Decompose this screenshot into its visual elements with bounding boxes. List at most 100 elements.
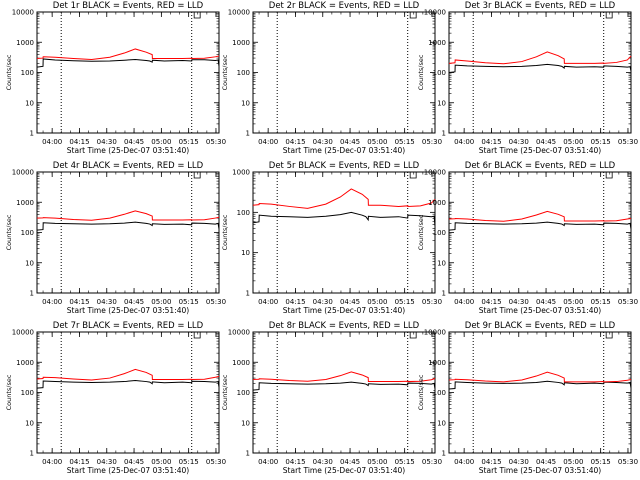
chart-panel-4: Det 4r BLACK = Events, RED = LLD Counts/s… — [5, 161, 226, 315]
y-tick-label: 10 — [25, 99, 34, 107]
x-tick-label: 04:15 — [481, 458, 501, 466]
y-tick-label: 10000 — [12, 169, 34, 177]
x-tick-label: 04:00 — [454, 138, 474, 146]
events-series-line — [448, 63, 632, 73]
x-tick-label: 05:30 — [422, 458, 442, 466]
x-tick-label: 04:30 — [97, 458, 117, 466]
y-tick-label: 100 — [21, 389, 34, 397]
x-tick-label: 05:30 — [422, 138, 442, 146]
x-axis-label: Start Time (25-Dec-07 03:51:40) — [67, 146, 189, 155]
x-tick-label: 04:45 — [536, 138, 556, 146]
x-tick-label: 04:00 — [42, 138, 62, 146]
y-tick-label: 1 — [442, 130, 446, 138]
events-series-line — [252, 211, 436, 227]
y-axis-label: Counts/sec — [221, 214, 229, 250]
lld-series-line — [252, 188, 436, 209]
x-tick-label: 04:45 — [536, 298, 556, 306]
y-tick-label: 1 — [442, 290, 446, 298]
y-tick-label: 1000 — [16, 199, 34, 207]
y-tick-label: 1 — [246, 450, 250, 458]
chart-panel-3: Det 3r BLACK = Events, RED = LLD Counts/s… — [417, 1, 638, 155]
y-tick-label: 10000 — [424, 9, 446, 17]
x-tick-label: 04:30 — [97, 138, 117, 146]
y-tick-label: 100 — [433, 69, 446, 77]
x-tick-label: 04:00 — [42, 458, 62, 466]
x-tick-label: 05:30 — [618, 458, 638, 466]
x-tick-label: 04:45 — [340, 298, 360, 306]
x-tick-label: 04:15 — [69, 458, 89, 466]
lld-series-line — [36, 210, 220, 221]
x-tick-label: 04:00 — [258, 458, 278, 466]
chart-title: Det 3r BLACK = Events, RED = LLD — [465, 1, 616, 11]
events-series-line — [36, 58, 220, 68]
x-axis-label: Start Time (25-Dec-07 03:51:40) — [67, 466, 189, 475]
y-tick-label: 1000 — [232, 359, 250, 367]
y-axis-label: Counts/sec — [417, 374, 425, 410]
events-series-line — [252, 381, 436, 391]
x-tick-label: 04:45 — [124, 298, 144, 306]
x-tick-label: 04:15 — [285, 298, 305, 306]
events-series-line — [448, 380, 632, 390]
y-tick-label: 10 — [241, 249, 250, 257]
interval-marker — [409, 332, 417, 339]
y-tick-label: 1 — [246, 130, 250, 138]
y-tick-label: 1000 — [232, 169, 250, 177]
x-tick-label: 04:15 — [285, 458, 305, 466]
y-tick-label: 10 — [437, 259, 446, 267]
chart-panel-2: Det 2r BLACK = Events, RED = LLD Counts/s… — [221, 1, 442, 155]
events-series-line — [36, 221, 220, 231]
lld-series-line — [252, 371, 436, 383]
x-tick-label: 04:45 — [536, 458, 556, 466]
y-tick-label: 10 — [25, 259, 34, 267]
x-tick-label: 05:00 — [151, 298, 171, 306]
y-tick-label: 100 — [237, 69, 250, 77]
x-tick-label: 04:00 — [258, 298, 278, 306]
lld-series-line — [448, 51, 632, 65]
x-tick-label: 04:30 — [509, 138, 529, 146]
x-tick-label: 04:00 — [454, 298, 474, 306]
y-tick-label: 100 — [237, 389, 250, 397]
y-tick-label: 10 — [25, 419, 34, 427]
interval-marker — [605, 12, 613, 19]
x-tick-label: 05:00 — [151, 138, 171, 146]
x-axis-label: Start Time (25-Dec-07 03:51:40) — [67, 306, 189, 315]
events-series-line — [36, 379, 220, 389]
chart-panel-9: Det 9r BLACK = Events, RED = LLD Counts/s… — [417, 321, 638, 475]
x-tick-label: 05:30 — [206, 458, 226, 466]
y-axis-label: Counts/sec — [221, 374, 229, 410]
y-axis-label: Counts/sec — [417, 54, 425, 90]
y-tick-label: 100 — [21, 69, 34, 77]
x-tick-label: 04:00 — [258, 138, 278, 146]
x-axis-label: Start Time (25-Dec-07 03:51:40) — [283, 306, 405, 315]
y-tick-label: 100 — [237, 209, 250, 217]
interval-marker — [193, 12, 201, 19]
y-tick-label: 100 — [433, 229, 446, 237]
x-tick-label: 05:15 — [395, 458, 415, 466]
x-tick-label: 05:30 — [206, 138, 226, 146]
x-tick-label: 04:30 — [313, 138, 333, 146]
y-tick-label: 10000 — [12, 9, 34, 17]
x-tick-label: 05:15 — [179, 298, 199, 306]
x-tick-label: 04:15 — [285, 138, 305, 146]
y-tick-label: 1 — [246, 290, 250, 298]
interval-marker — [605, 172, 613, 179]
x-axis-label: Start Time (25-Dec-07 03:51:40) — [479, 466, 601, 475]
interval-marker — [193, 332, 201, 339]
interval-marker — [409, 172, 417, 179]
x-tick-label: 05:00 — [151, 458, 171, 466]
x-axis-label: Start Time (25-Dec-07 03:51:40) — [479, 146, 601, 155]
y-tick-label: 1000 — [428, 359, 446, 367]
x-tick-label: 05:15 — [179, 458, 199, 466]
y-axis-label: Counts/sec — [5, 214, 13, 250]
x-tick-label: 04:45 — [340, 458, 360, 466]
x-tick-label: 05:30 — [618, 298, 638, 306]
interval-marker — [409, 12, 417, 19]
plot-frame — [252, 171, 436, 294]
x-tick-label: 05:00 — [563, 138, 583, 146]
x-tick-label: 05:15 — [395, 138, 415, 146]
y-tick-label: 1000 — [428, 39, 446, 47]
x-tick-label: 04:15 — [69, 138, 89, 146]
y-tick-label: 1000 — [428, 199, 446, 207]
x-axis-label: Start Time (25-Dec-07 03:51:40) — [479, 306, 601, 315]
y-tick-label: 10 — [241, 99, 250, 107]
